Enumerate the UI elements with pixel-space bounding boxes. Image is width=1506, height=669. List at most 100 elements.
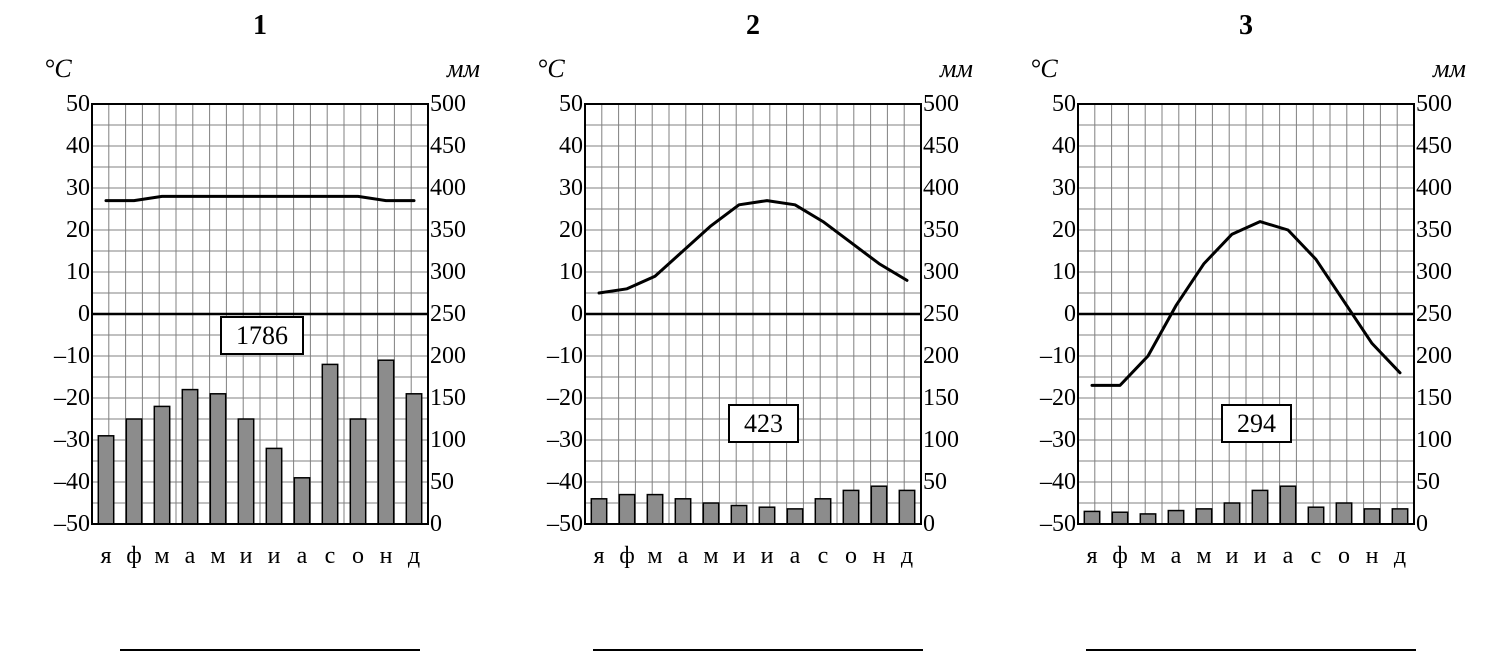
precip-bar (1140, 514, 1155, 524)
month-label: и (753, 543, 781, 570)
left-tick: 50 (1052, 92, 1076, 116)
climograph-triptych: 1°Cмм50403020100–10–20–30–40–50500450400… (0, 0, 1506, 669)
month-label: н (1358, 543, 1386, 570)
month-label: а (1274, 543, 1302, 570)
left-tick: –50 (1040, 512, 1076, 536)
month-label: ф (120, 543, 148, 570)
month-label: о (344, 543, 372, 570)
right-tick: 500 (1416, 92, 1452, 116)
month-label: м (1134, 543, 1162, 570)
left-tick: –40 (54, 470, 90, 494)
precip-bar (1252, 490, 1267, 524)
right-tick: 200 (430, 344, 466, 368)
panel-title: 3 (1016, 10, 1476, 42)
precip-bar (126, 419, 141, 524)
left-tick: –20 (54, 386, 90, 410)
precip-bar (731, 506, 746, 524)
right-tick: 500 (923, 92, 959, 116)
precip-bar (787, 509, 802, 524)
month-label: я (1078, 543, 1106, 570)
left-tick: 20 (1052, 218, 1076, 242)
left-tick: 10 (559, 260, 583, 284)
month-label: и (260, 543, 288, 570)
right-tick: 250 (1416, 302, 1452, 326)
precip-bar (154, 406, 169, 524)
month-label: с (809, 543, 837, 570)
month-label: н (865, 543, 893, 570)
annual-precip-box: 423 (728, 404, 799, 443)
left-tick: 0 (78, 302, 90, 326)
month-label: н (372, 543, 400, 570)
right-axis-label: мм (940, 54, 973, 84)
panel-title: 1 (30, 10, 490, 42)
precip-bar (871, 486, 886, 524)
right-tick: 450 (430, 134, 466, 158)
left-tick: 0 (571, 302, 583, 326)
month-label: и (1218, 543, 1246, 570)
right-tick: 300 (923, 260, 959, 284)
annual-precip-box: 1786 (220, 316, 304, 355)
right-tick: 100 (1416, 428, 1452, 452)
month-label: с (1302, 543, 1330, 570)
left-tick: –10 (1040, 344, 1076, 368)
answer-blank-line (120, 649, 420, 651)
right-tick: 400 (1416, 176, 1452, 200)
month-labels: яфмамииасонд (585, 543, 921, 570)
month-labels: яфмамииасонд (92, 543, 428, 570)
precip-bar (98, 436, 113, 524)
left-tick: 50 (559, 92, 583, 116)
right-tick: 400 (430, 176, 466, 200)
precip-bar (1084, 511, 1099, 524)
left-tick: 30 (66, 176, 90, 200)
left-tick: –10 (547, 344, 583, 368)
precip-bar (899, 490, 914, 524)
precip-bar (406, 394, 421, 524)
precip-bar (1308, 507, 1323, 524)
left-tick: 50 (66, 92, 90, 116)
month-label: д (1386, 543, 1414, 570)
month-label: м (1190, 543, 1218, 570)
precip-bar (1168, 511, 1183, 524)
left-tick: 40 (66, 134, 90, 158)
left-tick: 30 (559, 176, 583, 200)
precip-bar (647, 495, 662, 524)
left-tick: 40 (559, 134, 583, 158)
right-tick: 350 (923, 218, 959, 242)
right-tick: 350 (1416, 218, 1452, 242)
left-tick: 40 (1052, 134, 1076, 158)
month-label: с (316, 543, 344, 570)
chart-area: 50403020100–10–20–30–40–5050045040035030… (523, 94, 983, 534)
month-label: и (725, 543, 753, 570)
right-tick: 450 (923, 134, 959, 158)
right-tick: 200 (1416, 344, 1452, 368)
month-label: а (176, 543, 204, 570)
right-tick: 300 (1416, 260, 1452, 284)
climograph-panel-1: 1°Cмм50403020100–10–20–30–40–50500450400… (30, 10, 490, 669)
right-tick: 350 (430, 218, 466, 242)
precip-bar (1224, 503, 1239, 524)
month-label: ф (1106, 543, 1134, 570)
climograph-panel-2: 2°Cмм50403020100–10–20–30–40–50500450400… (523, 10, 983, 669)
precip-bar (378, 360, 393, 524)
precip-bar (182, 390, 197, 524)
left-tick: 20 (66, 218, 90, 242)
left-tick: –20 (1040, 386, 1076, 410)
month-label: м (697, 543, 725, 570)
right-tick: 50 (923, 470, 947, 494)
month-label: а (1162, 543, 1190, 570)
precip-bar (619, 495, 634, 524)
left-tick: –40 (1040, 470, 1076, 494)
precip-bar (843, 490, 858, 524)
month-label: а (669, 543, 697, 570)
month-label: и (1246, 543, 1274, 570)
precip-bar (1336, 503, 1351, 524)
climograph-svg (1016, 94, 1476, 534)
chart-area: 50403020100–10–20–30–40–5050045040035030… (1016, 94, 1476, 534)
month-label: а (781, 543, 809, 570)
precip-bar (210, 394, 225, 524)
precip-bar (1392, 509, 1407, 524)
left-tick: 0 (1064, 302, 1076, 326)
month-label: я (92, 543, 120, 570)
left-tick: –50 (54, 512, 90, 536)
answer-blank-line (1086, 649, 1416, 651)
